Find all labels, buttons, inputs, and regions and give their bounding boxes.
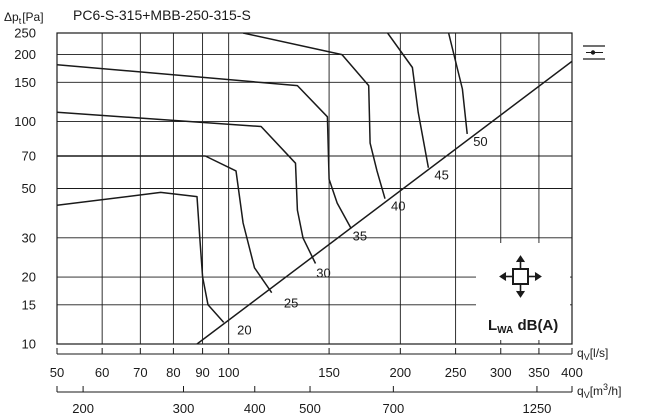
x-secondary-tick-label: 400 bbox=[244, 401, 266, 416]
y-tick-label: 30 bbox=[22, 230, 36, 245]
y-tick-label: 15 bbox=[22, 297, 36, 312]
sound-level-label: 45 bbox=[434, 168, 448, 183]
y-tick-label: 10 bbox=[22, 337, 36, 352]
sound-level-label: 25 bbox=[284, 296, 298, 311]
y-tick-label: 150 bbox=[14, 75, 36, 90]
y-tick-labels: 10 15 20 30 50 70 100 150 200 250 bbox=[14, 26, 36, 352]
chart-title: PC6-S-315+MBB-250-315-S bbox=[73, 7, 251, 23]
x-primary-tick-label: 70 bbox=[133, 365, 147, 380]
sound-level-label: 50 bbox=[473, 134, 487, 149]
curves bbox=[57, 33, 572, 344]
performance-curve bbox=[447, 33, 468, 134]
y-tick-label: 70 bbox=[22, 148, 36, 163]
y-tick-label: 50 bbox=[22, 181, 36, 196]
performance-curve bbox=[386, 33, 430, 168]
sound-level-label: 30 bbox=[316, 266, 330, 281]
x-primary-tick-label: 100 bbox=[218, 365, 240, 380]
x-primary-tick-label: 300 bbox=[490, 365, 512, 380]
x-secondary-tick-label: 700 bbox=[383, 401, 405, 416]
sound-labels: 20 25 30 35 40 45 50 bbox=[237, 134, 488, 338]
x-axis-primary-label: qV​[l/s] bbox=[577, 346, 608, 362]
x-axis-secondary: 200 300 400 500 700 1250 bbox=[56, 386, 573, 416]
performance-curve bbox=[57, 111, 317, 264]
y-tick-label: 100 bbox=[14, 114, 36, 129]
damper-icon bbox=[583, 45, 605, 60]
y-tick-label: 20 bbox=[22, 270, 36, 285]
outlet-arrows-icon bbox=[499, 255, 542, 298]
x-primary-tick-label: 350 bbox=[528, 365, 550, 380]
performance-curve bbox=[57, 155, 273, 294]
x-secondary-tick-label: 300 bbox=[173, 401, 195, 416]
x-primary-tick-label: 400 bbox=[561, 365, 583, 380]
x-primary-tick-label: 80 bbox=[166, 365, 180, 380]
plot-frame bbox=[56, 32, 573, 345]
grid bbox=[57, 33, 572, 344]
system-line bbox=[196, 60, 572, 344]
x-secondary-tick-label: 200 bbox=[72, 401, 94, 416]
sound-level-label: 20 bbox=[237, 322, 251, 337]
y-tick-label: 200 bbox=[14, 47, 36, 62]
x-primary-tick-label: 250 bbox=[445, 365, 467, 380]
x-primary-tick-label: 200 bbox=[389, 365, 411, 380]
performance-curve bbox=[57, 63, 352, 229]
x-secondary-tick-label: 500 bbox=[299, 401, 321, 416]
x-axis-primary: 50 60 70 80 90 100 150 200 250 300 350 400 bbox=[50, 348, 583, 380]
x-axis-secondary-label: qV​[m3/h] bbox=[577, 382, 621, 400]
sound-level-label: 35 bbox=[353, 229, 367, 244]
x-primary-tick-label: 150 bbox=[318, 365, 340, 380]
y-tick-label: 250 bbox=[14, 26, 36, 41]
y-axis-label: Δpt​[Pa] bbox=[4, 10, 44, 26]
sound-key-box: LWA dB(A) bbox=[476, 243, 570, 340]
x-primary-tick-label: 50 bbox=[50, 365, 64, 380]
sound-level-label: 40 bbox=[391, 199, 405, 214]
performance-curve bbox=[57, 191, 225, 323]
performance-curve bbox=[242, 33, 386, 199]
x-secondary-tick-label: 1250 bbox=[522, 401, 551, 416]
x-primary-tick-label: 90 bbox=[195, 365, 209, 380]
x-primary-tick-label: 60 bbox=[95, 365, 109, 380]
sound-unit-label: LWA dB(A) bbox=[488, 317, 558, 336]
